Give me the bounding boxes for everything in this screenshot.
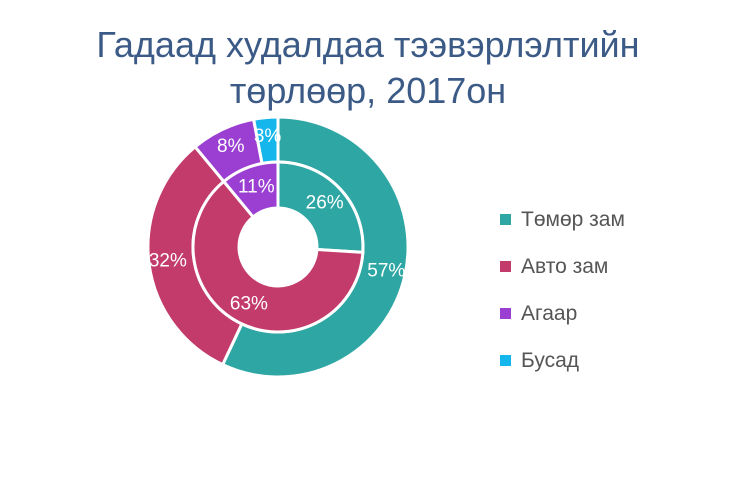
outer-data-label-road: 32% bbox=[149, 250, 187, 271]
inner-data-label-road: 63% bbox=[230, 294, 268, 315]
inner-data-label-air: 11% bbox=[238, 176, 275, 197]
legend-item-air: Агаар bbox=[500, 290, 625, 337]
outer-data-label-rail: 57% bbox=[367, 261, 405, 282]
inner-slice-road bbox=[191, 179, 365, 334]
chart-title-line-1: Гадаад худалдаа тээвэрлэлтийн bbox=[96, 24, 640, 65]
legend-label: Төмөр зам bbox=[521, 207, 625, 231]
legend-swatch bbox=[500, 214, 511, 225]
inner-slice-air bbox=[221, 160, 280, 220]
inner-slice-rail bbox=[276, 160, 365, 254]
legend-swatch bbox=[500, 308, 511, 319]
legend-label: Бусад bbox=[521, 348, 580, 372]
legend-swatch bbox=[500, 261, 511, 272]
inner-data-label-rail: 26% bbox=[306, 193, 344, 214]
legend-item-rail: Төмөр зам bbox=[500, 196, 625, 243]
legend-item-road: Авто зам bbox=[500, 243, 625, 290]
chart-title-line-2: төрлөөр, 2017он bbox=[229, 70, 507, 111]
legend-label: Авто зам bbox=[521, 254, 609, 278]
legend-item-other: Бусад bbox=[500, 337, 625, 384]
chart-legend: Төмөр зам Авто зам Агаар Бусад bbox=[500, 196, 625, 384]
legend-swatch bbox=[500, 355, 511, 366]
outer-data-label-other: 3% bbox=[254, 126, 282, 147]
outer-data-label-air: 8% bbox=[217, 136, 245, 157]
chart-title: Гадаад худалдаа тээвэрлэлтийн төрлөөр, 2… bbox=[0, 22, 736, 114]
legend-label: Агаар bbox=[521, 301, 578, 325]
